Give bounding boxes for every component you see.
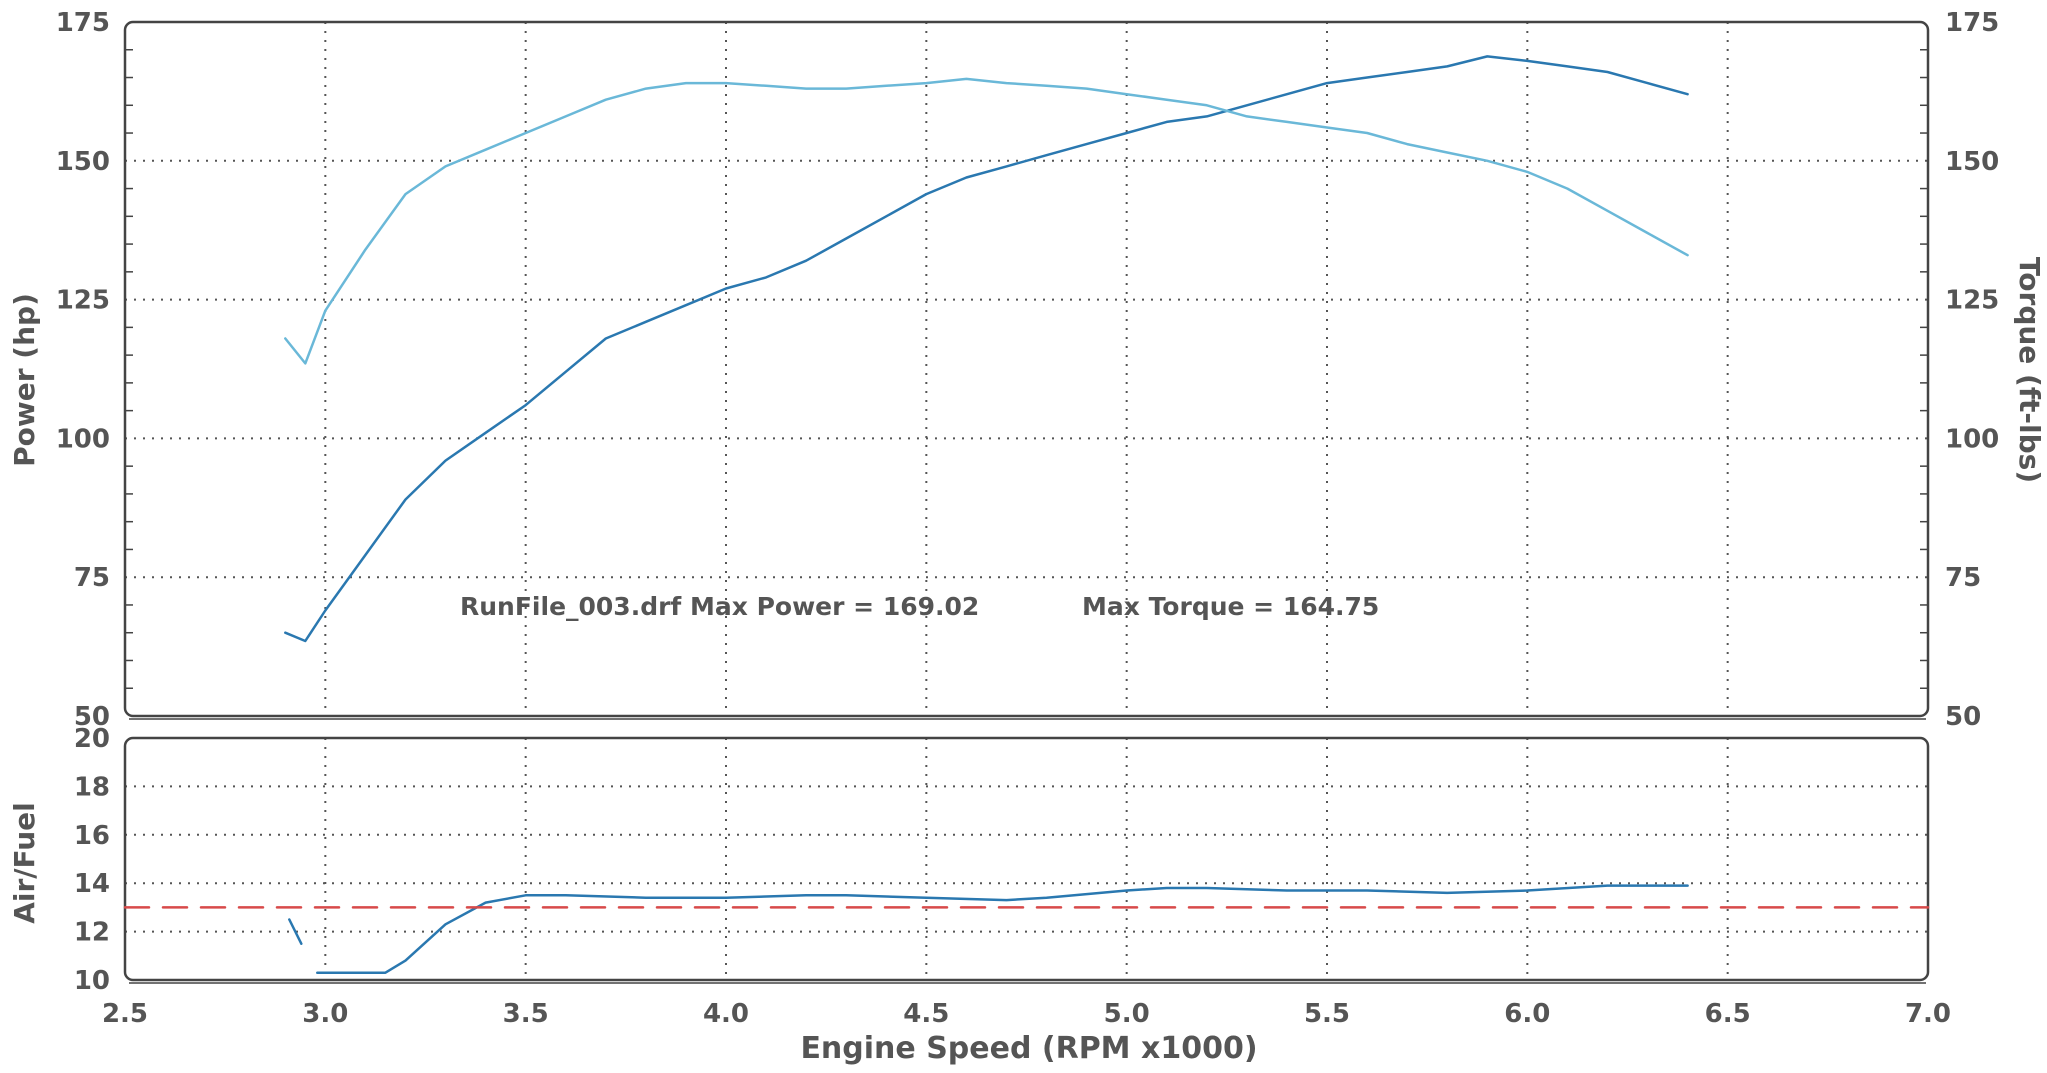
y-tick-label-air-fuel: 10 (74, 966, 110, 996)
grid (125, 22, 1928, 980)
x-tick-label: 3.0 (302, 999, 348, 1029)
y-axis-label-air-fuel: Air/Fuel (8, 802, 41, 924)
x-tick-label: 3.5 (503, 999, 549, 1029)
y-tick-label-right: 100 (1945, 424, 1999, 454)
frame-power-torque (123, 20, 1930, 718)
x-tick-label: 4.5 (903, 999, 949, 1029)
y-tick-label-left: 50 (74, 702, 110, 732)
annotation-max-power: RunFile_003.drf Max Power = 169.02 (460, 592, 979, 621)
y-tick-label-left: 150 (56, 147, 110, 177)
x-tick-label: 5.0 (1104, 999, 1150, 1029)
y-tick-label-right: 125 (1945, 286, 1999, 316)
series-line-power (284, 55, 1689, 643)
x-axis-label: Engine Speed (RPM x1000) (800, 1031, 1257, 1066)
frame-air-fuel (123, 736, 1930, 982)
tick-labels: 2.5 3.0 3.5 4.0 4.5 5.0 5.5 6.0 6.5 7.0 50 50 75 75 10… (56, 8, 2000, 1029)
y-tick-label-right: 175 (1945, 8, 1999, 38)
series-line-torque (284, 77, 1689, 365)
x-tick-label: 2.5 (102, 999, 148, 1029)
y-tick-label-air-fuel: 18 (74, 772, 110, 802)
x-tick-label: 6.0 (1504, 999, 1550, 1029)
y-tick-label-left: 100 (56, 424, 110, 454)
y-tick-label-left: 175 (56, 8, 110, 38)
y-tick-label-air-fuel: 12 (74, 918, 110, 948)
annotation-max-torque: Max Torque = 164.75 (1082, 592, 1379, 621)
y-tick-label-right: 75 (1945, 563, 1981, 593)
series-lines (123, 55, 1930, 974)
x-tick-label: 5.5 (1304, 999, 1350, 1029)
y-tick-label-air-fuel: 14 (74, 869, 110, 899)
x-tick-label: 4.0 (703, 999, 749, 1029)
y-tick-label-left: 125 (56, 286, 110, 316)
chart-frames (123, 20, 1930, 984)
y-axis-label-torque: Torque (ft-lbs) (2013, 257, 2046, 483)
x-tick-label: 6.5 (1705, 999, 1751, 1029)
y-tick-label-right: 50 (1945, 702, 1981, 732)
y-tick-label-air-fuel: 16 (74, 821, 110, 851)
series-line-afr (316, 884, 1689, 974)
y-axis-label-power: Power (hp) (8, 293, 41, 467)
series-line-afr_start (288, 918, 303, 945)
y-tick-label-right: 150 (1945, 147, 1999, 177)
x-tick-label: 7.0 (1905, 999, 1951, 1029)
y-tick-label-left: 75 (74, 563, 110, 593)
y-tick-label-air-fuel: 20 (74, 724, 110, 754)
